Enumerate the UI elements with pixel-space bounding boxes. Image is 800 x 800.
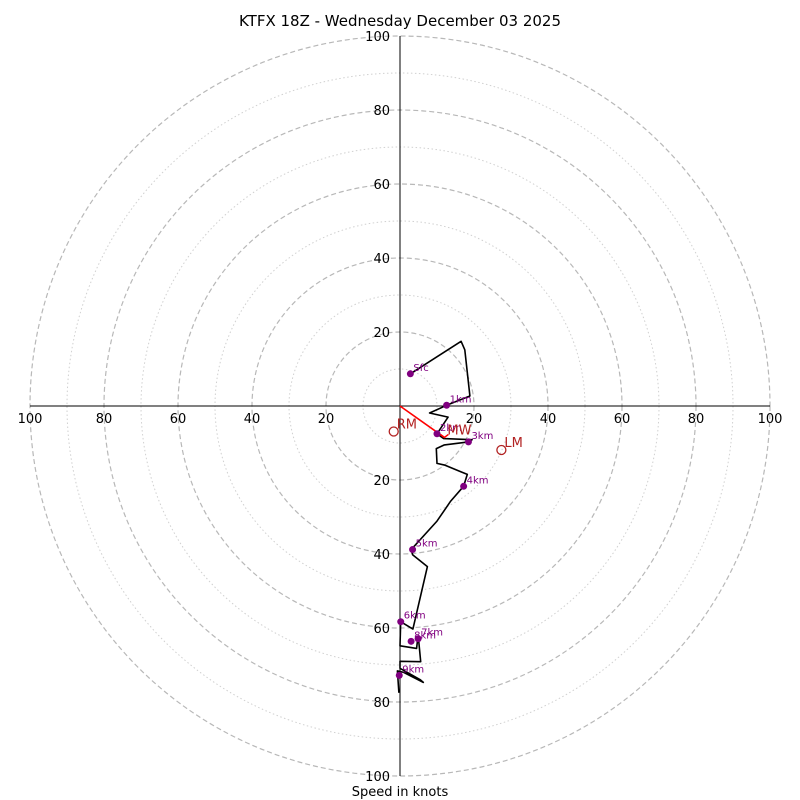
motion-marker-label: LM	[504, 436, 522, 451]
y-tick-label: 40	[373, 548, 390, 563]
height-marker	[409, 546, 417, 554]
x-tick-label: 100	[758, 412, 783, 427]
height-marker-label: 5km	[416, 539, 438, 550]
storm-vector-arrowhead	[439, 433, 449, 439]
x-tick-label: 20	[466, 412, 483, 427]
x-axis-label: Speed in knots	[352, 785, 449, 800]
storm-motion-markers: RM MW LM	[388, 418, 523, 456]
height-marker-label: 4km	[467, 475, 489, 486]
height-marker	[407, 637, 415, 645]
hodograph-line	[396, 340, 473, 693]
height-marker-label: 6km	[404, 611, 426, 622]
height-marker	[397, 618, 405, 626]
motion-marker	[388, 426, 399, 437]
x-tick-label: 80	[688, 412, 705, 427]
height-marker	[464, 438, 472, 446]
motion-marker-label: MW	[447, 423, 471, 438]
x-tick-label: 40	[540, 412, 557, 427]
height-marker	[443, 401, 451, 409]
motion-marker	[496, 444, 507, 456]
height-marker-label: 2km	[440, 423, 462, 434]
y-tick-label: 100	[365, 30, 390, 45]
height-marker-label: 8km	[414, 630, 436, 641]
y-tick-label: 100	[365, 770, 390, 785]
y-tick-label: 60	[373, 178, 390, 193]
axis-tick-labels: 100 100 80 80 60 60 40 40 20 20 20 20 40 40 60 60 80 80 10…	[18, 30, 783, 785]
x-tick-label: 40	[244, 412, 261, 427]
height-marker-label: 9km	[402, 664, 424, 675]
y-tick-label: 40	[373, 252, 390, 267]
x-tick-label: 20	[318, 412, 335, 427]
x-tick-label: 100	[18, 412, 43, 427]
y-tick-label: 20	[373, 474, 390, 489]
y-tick-label: 80	[373, 104, 390, 119]
height-marker	[414, 635, 422, 643]
y-tick-label: 20	[373, 326, 390, 341]
height-marker	[395, 671, 403, 679]
height-marker-label: 3km	[471, 431, 493, 442]
motion-marker-label: RM	[397, 418, 417, 433]
height-marker-label: 7km	[421, 628, 443, 639]
x-tick-label: 60	[614, 412, 631, 427]
height-marker	[433, 430, 441, 438]
hodograph-trace	[396, 340, 473, 693]
x-tick-label: 60	[170, 412, 187, 427]
height-marker-label: Sfc	[413, 363, 428, 374]
y-tick-label: 60	[373, 622, 390, 637]
x-tick-label: 80	[96, 412, 113, 427]
height-marker-label: 1km	[450, 394, 472, 405]
chart-title: KTFX 18Z - Wednesday December 03 2025	[239, 12, 561, 30]
height-marker	[460, 482, 468, 490]
y-tick-label: 80	[373, 696, 390, 711]
height-marker	[406, 370, 414, 378]
